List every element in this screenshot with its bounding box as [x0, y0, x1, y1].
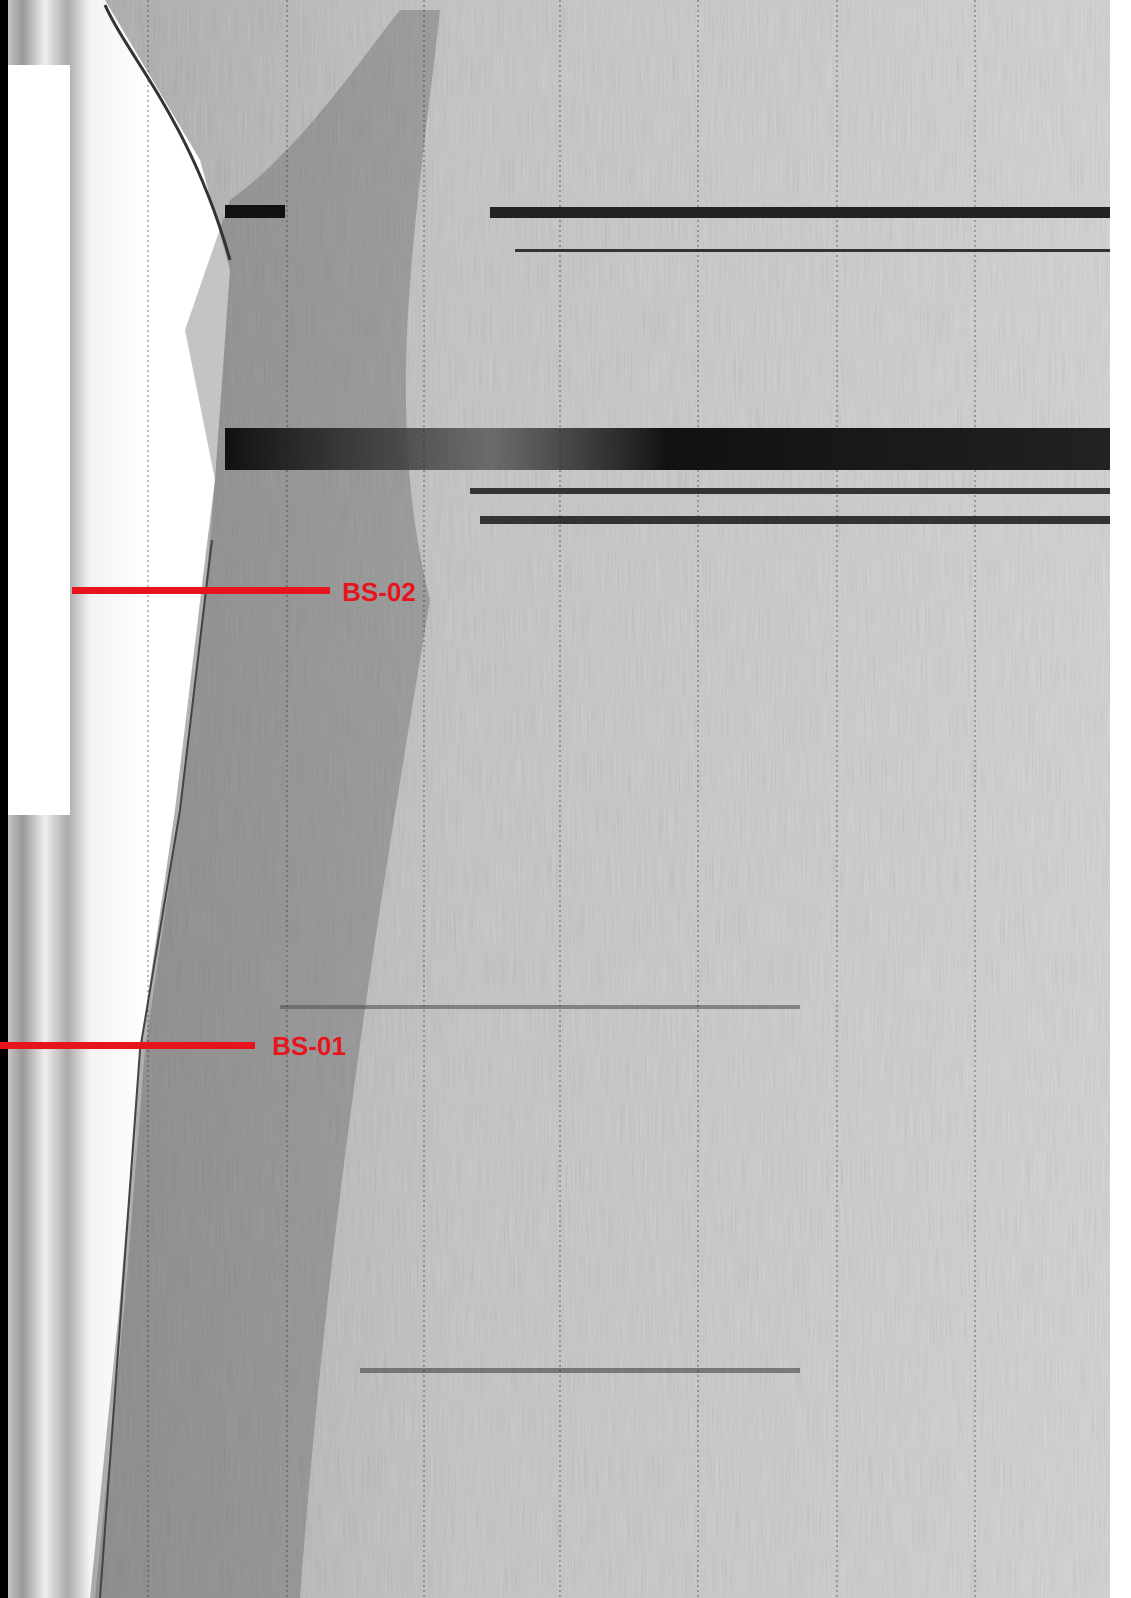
seabed-line	[103, 4, 232, 261]
band	[280, 1005, 800, 1009]
marker-label: BS-01	[272, 1031, 346, 1061]
range-lines	[147, 0, 976, 1598]
band	[470, 488, 1110, 494]
marker-label: BS-02	[342, 577, 416, 607]
band	[490, 207, 1110, 218]
band	[225, 205, 285, 218]
seabed-line	[99, 539, 213, 1598]
band	[360, 1368, 800, 1373]
near-field	[95, 10, 440, 1598]
blank-block	[8, 65, 70, 815]
marker-line	[0, 1042, 255, 1049]
border	[0, 0, 8, 1598]
band	[480, 516, 1110, 524]
band	[225, 428, 1110, 470]
marker-line	[72, 587, 330, 594]
band	[515, 249, 1110, 252]
seabed-texture	[90, 0, 1131, 1598]
margin	[1110, 0, 1131, 1598]
